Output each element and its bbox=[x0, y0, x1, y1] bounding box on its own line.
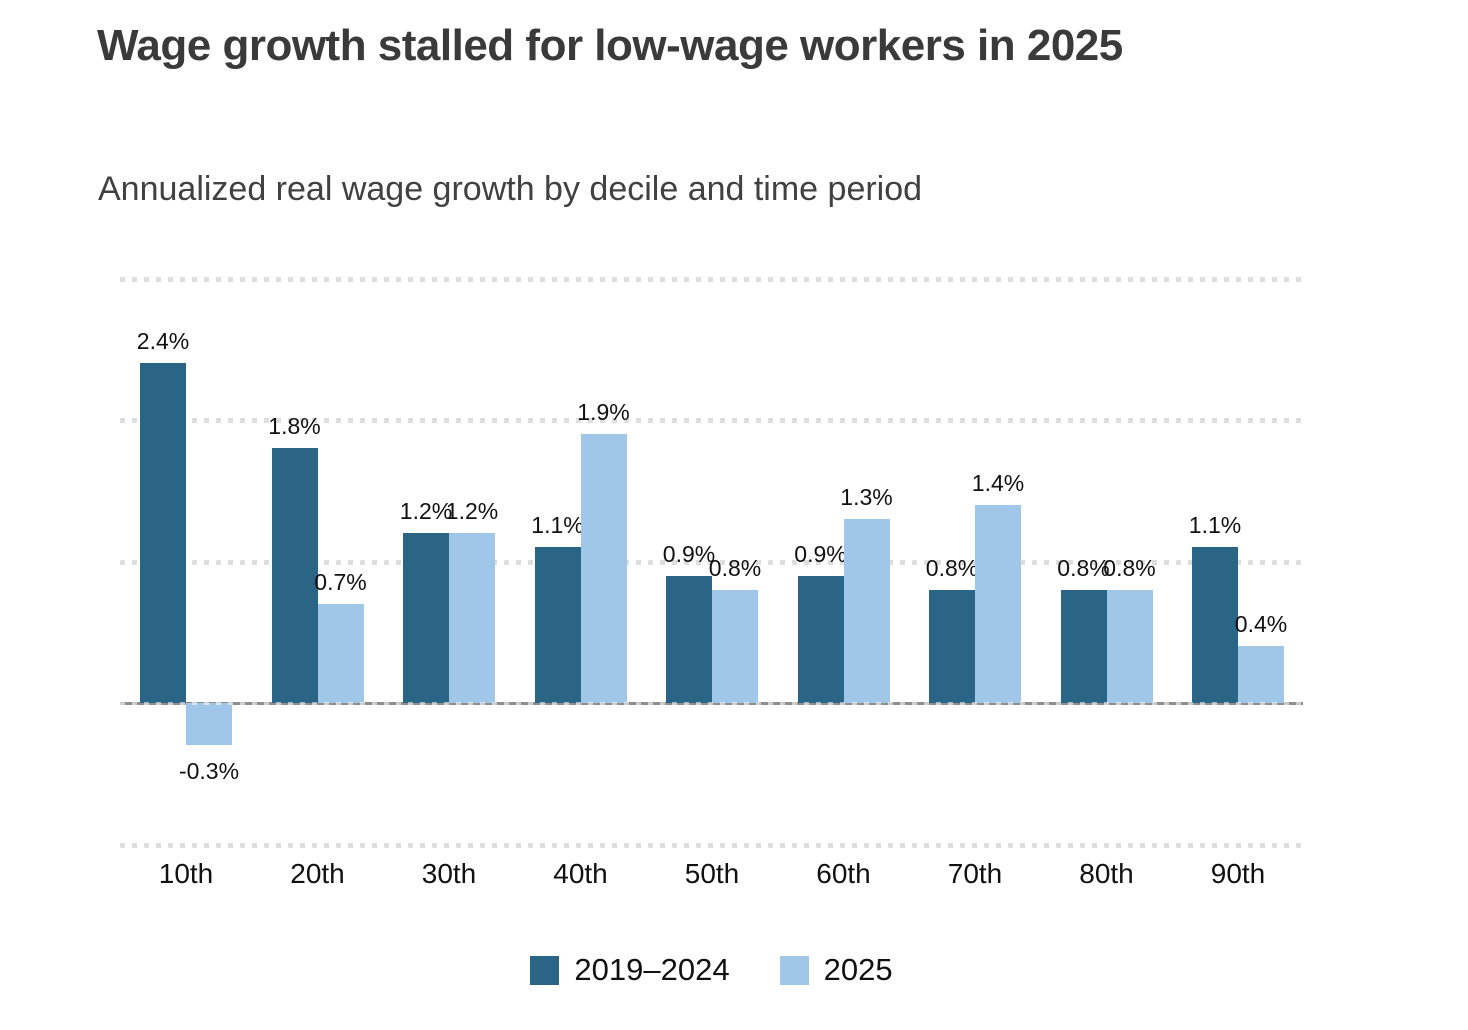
gridline-3pct bbox=[120, 276, 1303, 282]
bar-2019-2024-10th bbox=[140, 363, 186, 703]
bar-2019-2024-80th bbox=[1060, 589, 1107, 703]
value-label: 0.7% bbox=[314, 568, 367, 595]
bar-2025-40th bbox=[580, 434, 627, 703]
value-label: 2.4% bbox=[136, 328, 190, 355]
bar-2025-30th bbox=[449, 533, 495, 703]
bar-2019-2024-50th bbox=[666, 575, 712, 703]
bar-2019-2024-30th bbox=[403, 533, 449, 703]
value-label: 0.8% bbox=[925, 554, 979, 581]
legend-label: 2025 bbox=[823, 952, 893, 987]
bar-2025-60th bbox=[843, 519, 890, 703]
value-label: 1.1% bbox=[1188, 512, 1242, 539]
value-label: 1.3% bbox=[840, 484, 893, 511]
value-label: 1.4% bbox=[971, 469, 1025, 496]
bar-2019-2024-60th bbox=[797, 575, 844, 703]
gridline-1pct bbox=[120, 559, 1303, 565]
bar-2025-10th bbox=[186, 703, 232, 746]
gridline--1pct bbox=[120, 842, 1303, 848]
zero-axis-dashes bbox=[120, 702, 1303, 705]
legend-item: 2019–2024 bbox=[530, 952, 730, 988]
x-axis-label-90th: 90th bbox=[1210, 858, 1266, 889]
x-axis-label-10th: 10th bbox=[158, 858, 214, 889]
value-label: -0.3% bbox=[178, 758, 240, 785]
legend-swatch bbox=[530, 955, 560, 985]
bar-2019-2024-20th bbox=[271, 448, 318, 703]
value-label: 0.9% bbox=[794, 540, 847, 567]
legend-label: 2019–2024 bbox=[574, 952, 730, 987]
x-axis-label-40th: 40th bbox=[553, 858, 608, 889]
value-label: 0.8% bbox=[1103, 554, 1156, 581]
x-axis-label-80th: 80th bbox=[1079, 858, 1134, 889]
bar-2025-80th bbox=[1106, 589, 1153, 703]
value-label: 1.1% bbox=[531, 512, 584, 539]
bar-2019-2024-90th bbox=[1192, 547, 1238, 703]
x-axis-label-50th: 50th bbox=[684, 858, 740, 889]
bar-2019-2024-40th bbox=[534, 547, 581, 703]
legend-swatch bbox=[779, 955, 809, 985]
chart-subtitle: Annualized real wage growth by decile an… bbox=[98, 170, 923, 208]
legend: 2019–2024 2025 bbox=[120, 952, 1303, 988]
x-axis-label-20th: 20th bbox=[290, 858, 345, 889]
bar-2025-20th bbox=[317, 603, 364, 703]
bar-2019-2024-70th bbox=[929, 589, 975, 703]
bar-2025-90th bbox=[1238, 646, 1284, 703]
bar-2025-50th bbox=[712, 589, 758, 703]
plot-area: 2.4% -0.3% 10th 1.8% 0.7% 20th 1.2% 1.2% 30th 1.1… bbox=[120, 270, 1303, 910]
x-axis-label-30th: 30th bbox=[421, 858, 477, 889]
value-label: 0.4% bbox=[1234, 611, 1288, 638]
value-label: 1.9% bbox=[577, 399, 630, 426]
x-axis-label-70th: 70th bbox=[947, 858, 1003, 889]
legend-item: 2025 bbox=[779, 952, 893, 988]
x-axis-label-60th: 60th bbox=[816, 858, 871, 889]
gridline-2pct bbox=[120, 418, 1303, 423]
bar-2025-70th bbox=[975, 504, 1021, 703]
value-label: 0.8% bbox=[708, 554, 762, 581]
chart-title: Wage growth stalled for low-wage workers… bbox=[97, 21, 1123, 70]
value-label: 0.8% bbox=[1057, 554, 1110, 581]
value-label: 1.8% bbox=[268, 413, 321, 440]
value-label: 1.2% bbox=[399, 498, 453, 525]
value-label: 1.2% bbox=[445, 498, 499, 525]
value-label: 0.9% bbox=[662, 540, 716, 567]
